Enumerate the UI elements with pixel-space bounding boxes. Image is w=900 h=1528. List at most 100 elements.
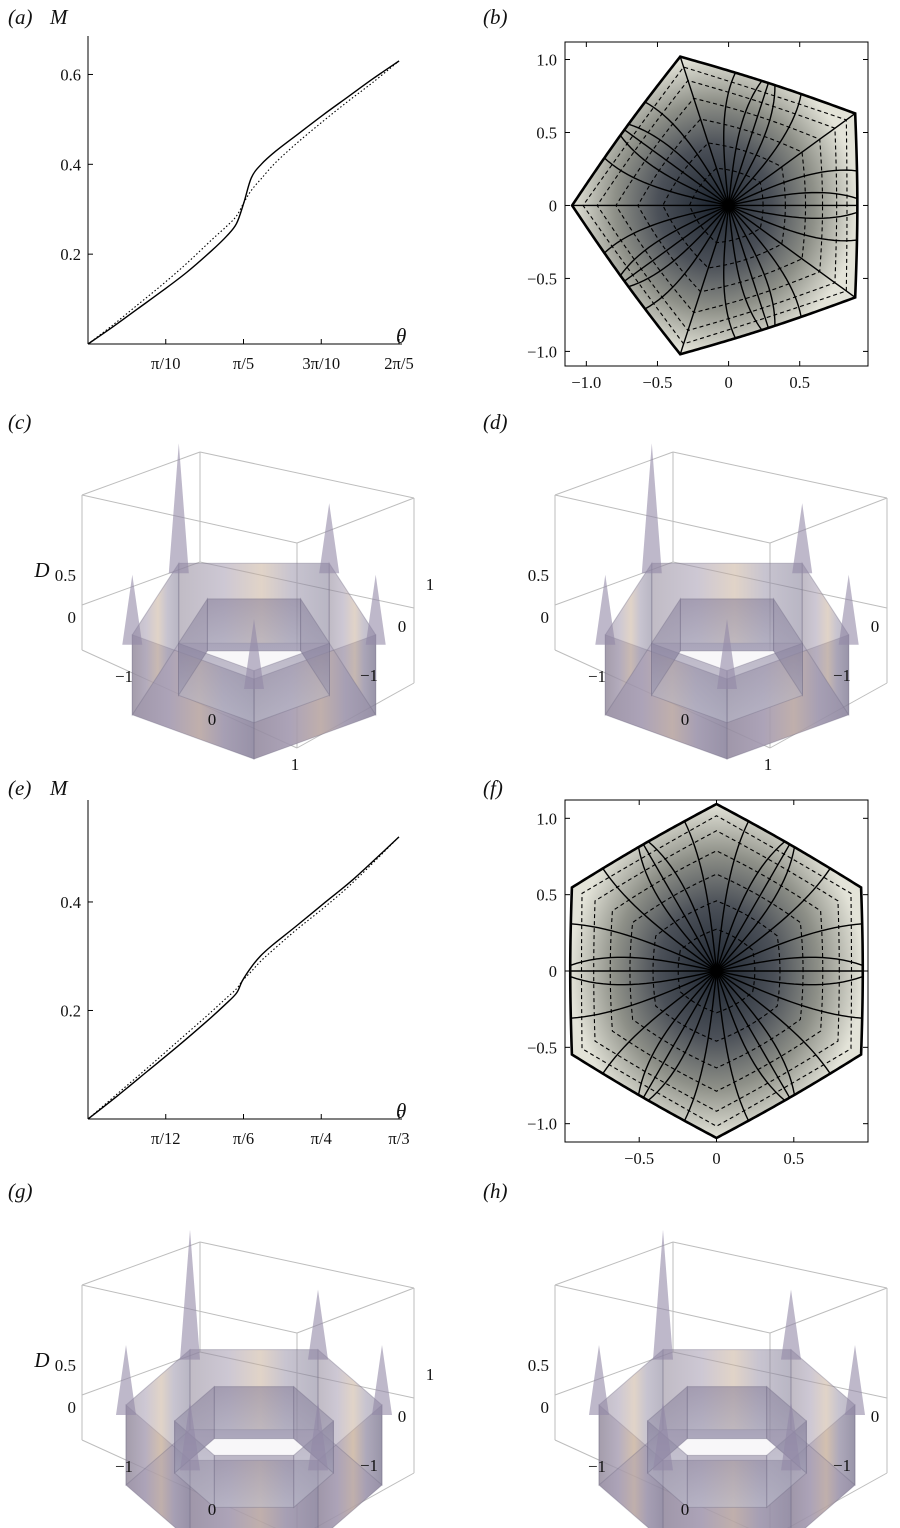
panel-label-e: (e) — [8, 776, 31, 800]
y-tick-label: 0.6 — [60, 65, 81, 84]
radial-line — [603, 157, 729, 207]
radial-line — [637, 846, 718, 972]
surface-peak — [641, 443, 662, 574]
radial-line — [570, 956, 717, 972]
contour-body-f — [568, 802, 865, 1140]
frame-b — [564, 41, 869, 367]
boundary-outline — [570, 55, 859, 356]
x-tick-label: π/6 — [233, 1129, 254, 1148]
z-tick-label: 0.5 — [528, 1356, 549, 1375]
y-tick-label: 0.4 — [60, 893, 81, 912]
x-tick-label: 3π/10 — [302, 354, 340, 373]
z-tick-label: 0 — [541, 1398, 550, 1417]
x-tick-label: −1 — [588, 1457, 606, 1476]
series-e — [87, 836, 400, 1120]
ticks-e: π/12 π/6 π/4 π/3 0.2 0.4 — [60, 893, 409, 1148]
panel-label-c: (c) — [8, 410, 31, 434]
radial-line — [602, 970, 717, 1074]
x-tick-label: π/3 — [388, 1129, 409, 1148]
box-edge — [554, 451, 674, 496]
radial-line — [728, 204, 856, 299]
panel-label-d: (d) — [483, 410, 508, 434]
panel-label-f: (f) — [483, 776, 503, 800]
y-tick-label: 0 — [549, 196, 557, 215]
y-tick-label: 1 — [899, 1365, 900, 1384]
radial-line — [644, 205, 730, 310]
surface-peak — [180, 1229, 200, 1360]
surface-peak — [845, 1345, 865, 1415]
z-tick-label: 0 — [68, 1398, 77, 1417]
z-axis-label: D — [33, 1348, 49, 1372]
y-tick-label: 0.2 — [60, 1001, 81, 1020]
radial-line — [727, 205, 770, 329]
panel-label-b: (b) — [483, 5, 508, 29]
y-tick-label: 0.4 — [60, 155, 81, 174]
x-tick-label: −1 — [115, 1457, 133, 1476]
boundary-outline — [568, 802, 865, 1140]
radial-line — [628, 123, 730, 206]
y-tick-label: 0.5 — [536, 886, 557, 905]
radial-line — [715, 970, 750, 1122]
radial-line — [624, 129, 730, 207]
box-edge — [769, 497, 888, 544]
x-tick-label: 0 — [724, 373, 732, 392]
radial-line — [727, 205, 763, 331]
y-tick-label: 0 — [871, 1407, 880, 1426]
x-tick-label: −1 — [588, 667, 606, 686]
radial-line — [728, 169, 858, 207]
surface-peak — [116, 1345, 136, 1415]
radial-line — [727, 85, 776, 206]
box-edge — [81, 1241, 201, 1286]
y-tick-label: 1 — [426, 1365, 435, 1384]
surface-inner-wall — [686, 1454, 768, 1508]
radial-line — [728, 93, 802, 206]
radial-line — [715, 841, 786, 972]
radial-line — [647, 970, 718, 1101]
x-tick-label: −1.0 — [571, 373, 601, 392]
series-solid-line — [87, 836, 400, 1120]
surface-peak — [595, 574, 616, 645]
radial-line — [570, 970, 717, 986]
y-tick-label: 1.0 — [536, 51, 557, 70]
surface-peak — [781, 1400, 801, 1471]
surface-peak — [180, 1400, 200, 1471]
surface-peak — [781, 1289, 801, 1360]
surface-peak — [122, 574, 143, 645]
chart-d: 0.5 0 −1 0 1 1 0 −1 — [528, 443, 900, 774]
chart-b: −1.0 −0.5 0 0.5 1.0 0.5 0 −0.5 −1.0 — [527, 41, 869, 392]
radial-line — [716, 970, 863, 986]
x-tick-label: 1 — [764, 755, 773, 774]
radial-line — [715, 970, 796, 1096]
chart-c: D 0.5 0 −1 0 1 1 0 −1 — [33, 443, 434, 774]
z-tick-label: 0 — [68, 608, 77, 627]
surface-peak — [308, 1400, 328, 1471]
x-tick-label: −0.5 — [642, 373, 672, 392]
series-dotted-line — [87, 60, 400, 345]
radial-line — [728, 112, 856, 207]
y-tick-label: −0.5 — [527, 1038, 557, 1057]
x-tick-label: −1 — [115, 667, 133, 686]
radial-line — [715, 970, 791, 1099]
chart-a: M θ π/10 π/5 3π/10 2π/5 0.2 0.4 0.6 — [49, 5, 414, 373]
panel-label-g: (g) — [8, 1179, 33, 1203]
y-tick-label: −0.5 — [527, 269, 557, 288]
contour-body-b — [570, 55, 859, 356]
panel-label-a: (a) — [8, 5, 33, 29]
radial-line — [723, 72, 737, 206]
x-axis-label-a: θ — [396, 324, 406, 348]
radial-line — [679, 56, 730, 206]
panel-label-h: (h) — [483, 1179, 508, 1203]
z-tick-label: 0 — [541, 608, 550, 627]
x-tick-label: π/4 — [311, 1129, 332, 1148]
x-tick-label: 0.5 — [783, 1149, 804, 1168]
surface-inner-wall — [686, 1386, 768, 1440]
series-a — [87, 60, 400, 345]
radial-line — [570, 970, 717, 1019]
y-tick-label: 1 — [899, 575, 900, 594]
y-tick-label: 0 — [398, 617, 407, 636]
x-axis-label-e: θ — [396, 1099, 406, 1123]
contour-ring — [662, 142, 786, 269]
surface-peak — [589, 1345, 609, 1415]
chart-e: M θ π/12 π/6 π/4 π/3 0.2 0.4 — [49, 776, 410, 1148]
